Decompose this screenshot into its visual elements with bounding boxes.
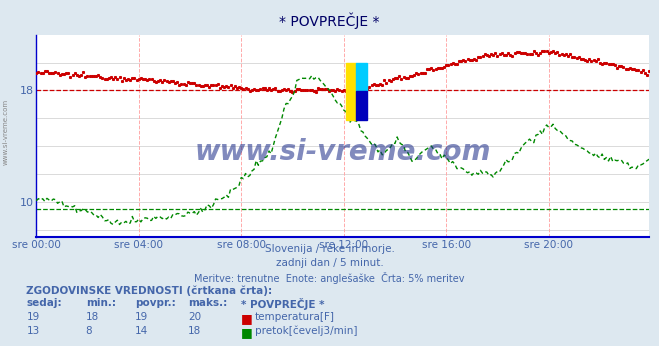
Text: maks.:: maks.: — [188, 298, 227, 308]
Bar — [357, 91, 367, 120]
Text: 18: 18 — [86, 312, 99, 322]
Text: * POVPREČJE *: * POVPREČJE * — [279, 12, 380, 29]
Text: * POVPREČJE *: * POVPREČJE * — [241, 298, 324, 310]
Text: 19: 19 — [135, 312, 148, 322]
Text: sedaj:: sedaj: — [26, 298, 62, 308]
Text: ■: ■ — [241, 312, 252, 325]
Bar — [357, 63, 367, 91]
Text: 14: 14 — [135, 326, 148, 336]
Text: 18: 18 — [188, 326, 201, 336]
Text: ■: ■ — [241, 326, 252, 339]
Text: 8: 8 — [86, 326, 92, 336]
Bar — [346, 63, 357, 120]
Text: ZGODOVINSKE VREDNOSTI (črtkana črta):: ZGODOVINSKE VREDNOSTI (črtkana črta): — [26, 285, 272, 296]
Text: www.si-vreme.com: www.si-vreme.com — [194, 138, 491, 166]
Text: povpr.:: povpr.: — [135, 298, 176, 308]
Text: 13: 13 — [26, 326, 40, 336]
Text: pretok[čevelj3/min]: pretok[čevelj3/min] — [255, 326, 358, 336]
Text: 20: 20 — [188, 312, 201, 322]
Text: temperatura[F]: temperatura[F] — [255, 312, 335, 322]
Text: min.:: min.: — [86, 298, 116, 308]
Text: www.si-vreme.com: www.si-vreme.com — [2, 98, 9, 165]
Text: zadnji dan / 5 minut.: zadnji dan / 5 minut. — [275, 258, 384, 268]
Text: Meritve: trenutne  Enote: anglešaške  Črta: 5% meritev: Meritve: trenutne Enote: anglešaške Črta… — [194, 272, 465, 284]
Text: 19: 19 — [26, 312, 40, 322]
Text: Slovenija / reke in morje.: Slovenija / reke in morje. — [264, 244, 395, 254]
